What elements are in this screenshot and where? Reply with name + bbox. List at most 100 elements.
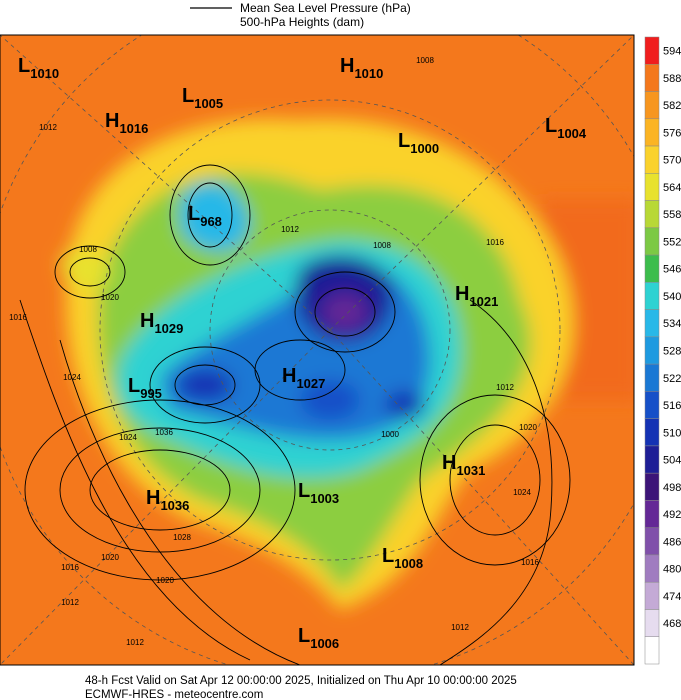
- pressure-center: L1000: [398, 130, 439, 156]
- colorbar-cell: [644, 363, 660, 392]
- pressure-center: L1010: [18, 55, 59, 81]
- colorbar-cell: [644, 200, 660, 229]
- colorbar-label: 474: [663, 591, 681, 603]
- colorbar-label: 552: [663, 236, 681, 248]
- center-value: 1000: [410, 141, 439, 156]
- pressure-center: L968: [188, 203, 222, 229]
- center-letter: H: [340, 55, 354, 77]
- colorbar-label: 468: [663, 618, 681, 630]
- legend-label: Mean Sea Level Pressure (hPa): [240, 1, 411, 15]
- center-value: 1031: [456, 463, 485, 478]
- pressure-center: L1006: [298, 625, 339, 651]
- isobar-label: 1008: [79, 245, 97, 254]
- isobar-label: 1000: [381, 430, 399, 439]
- center-letter: L: [382, 545, 394, 567]
- center-letter: H: [455, 283, 469, 305]
- pressure-center: H1016: [105, 110, 148, 136]
- colorbar-cell: [644, 64, 660, 92]
- colorbar-label: 492: [663, 509, 681, 521]
- center-letter: L: [398, 130, 410, 152]
- footer-text: 48-h Fcst Valid on Sat Apr 12 00:00:00 2…: [85, 675, 517, 687]
- isobar-label: 1012: [126, 638, 144, 647]
- pressure-center: L995: [128, 375, 162, 401]
- center-value: 1010: [354, 66, 383, 81]
- center-letter: L: [128, 375, 140, 397]
- pressure-center: L1004: [545, 115, 587, 141]
- isobar-label: 1016: [486, 238, 504, 247]
- center-letter: H: [140, 310, 154, 332]
- pressure-center: H1036: [146, 487, 189, 513]
- colorbar-label: 486: [663, 536, 681, 548]
- colorbar-cell: [644, 91, 660, 120]
- colorbar-cell: [644, 254, 660, 283]
- colorbar-label: 540: [663, 291, 681, 303]
- colorbar-cell: [644, 445, 660, 474]
- colorbar-label: 510: [663, 427, 681, 439]
- isobar-label: 1012: [39, 123, 57, 132]
- pressure-center: L1008: [382, 545, 423, 571]
- isobar-label: 1024: [63, 373, 81, 382]
- isobar-label: 1016: [61, 563, 79, 572]
- colorbar-cell: [644, 282, 660, 310]
- colorbar-cell: [644, 118, 660, 147]
- colorbar-cell: [644, 336, 660, 365]
- footer-text: ECMWF-HRES - meteocentre.com: [85, 689, 263, 700]
- pressure-center: H1021: [455, 283, 498, 309]
- center-value: 968: [200, 214, 222, 229]
- colorbar-label: 534: [663, 318, 681, 330]
- isobar-label: 1008: [416, 56, 434, 65]
- pressure-center: H1010: [340, 55, 383, 81]
- pressure-center: H1027: [282, 365, 325, 391]
- center-value: 1036: [160, 498, 189, 513]
- colorbar-cell: [644, 554, 660, 583]
- center-value: 995: [140, 386, 162, 401]
- isobar-label: 1028: [173, 533, 191, 542]
- center-value: 1005: [194, 96, 223, 111]
- center-value: 1008: [394, 556, 423, 571]
- map-frame: [0, 34, 635, 666]
- colorbar-label: 498: [663, 482, 681, 494]
- isobar-label: 1008: [373, 241, 391, 250]
- isobar-label: 1024: [119, 433, 137, 442]
- colorbar-label: 546: [663, 264, 681, 276]
- isobar-label: 1024: [513, 488, 531, 497]
- center-value: 1029: [154, 321, 183, 336]
- isobar-label: 1016: [9, 313, 27, 322]
- isobar-label: 1012: [496, 383, 514, 392]
- colorbar-cell: [644, 609, 660, 637]
- colorbar-cell: [644, 581, 660, 610]
- colorbar-label: 594: [663, 46, 681, 58]
- pressure-center: H1029: [140, 310, 183, 336]
- colorbar-label: 558: [663, 209, 681, 221]
- isobar-label: 1020: [101, 293, 119, 302]
- isobar-label: 1016: [521, 558, 539, 567]
- colorbar-label: 588: [663, 73, 681, 85]
- colorbar-label: 480: [663, 564, 681, 576]
- colorbar-cell: [644, 527, 660, 556]
- isobar-label: 1020: [156, 576, 174, 585]
- colorbar-cell: [644, 173, 660, 201]
- center-letter: L: [298, 625, 310, 647]
- isobar-label: 1012: [61, 598, 79, 607]
- pressure-center: L1003: [298, 480, 339, 506]
- colorbar-label: 504: [663, 455, 681, 467]
- center-value: 1021: [469, 294, 498, 309]
- colorbar-label: 516: [663, 400, 681, 412]
- colorbar-label: 528: [663, 346, 681, 358]
- pressure-center: H1031: [442, 452, 485, 478]
- colorbar-cell: [644, 391, 660, 419]
- isobar-label: 1012: [281, 225, 299, 234]
- colorbar-cell: [644, 418, 660, 447]
- colorbar-cell: [644, 227, 660, 256]
- center-value: 1027: [296, 376, 325, 391]
- center-letter: H: [282, 365, 296, 387]
- colorbar-label: 570: [663, 155, 681, 167]
- isobar-label: 1020: [519, 423, 537, 432]
- isobar-label: 1012: [451, 623, 469, 632]
- center-letter: L: [182, 85, 194, 107]
- center-letter: H: [442, 452, 456, 474]
- colorbar-cell: [644, 472, 660, 501]
- center-letter: L: [18, 55, 30, 77]
- isobar-label: 1036: [155, 428, 173, 437]
